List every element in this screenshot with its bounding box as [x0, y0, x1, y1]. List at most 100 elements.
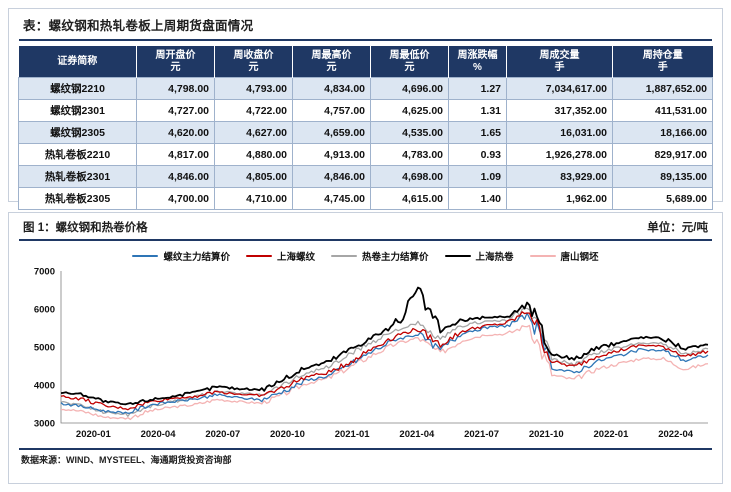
futures-table-panel: 表：螺纹钢和热轧卷板上周期货盘面情况 证券简称 周开盘价 元 周收盘价 元 [8, 8, 723, 234]
cell-open-interest: 1,887,652.00 [612, 77, 713, 100]
cell-low: 4,535.00 [370, 121, 449, 144]
chart-unit-label: 单位：元/吨 [647, 222, 708, 234]
cell-low: 4,615.00 [370, 187, 449, 210]
cell-change: 0.93 [448, 143, 507, 166]
x-axis-tick-label: 2020-07 [205, 429, 240, 440]
cell-security: 螺纹钢2305 [18, 121, 137, 144]
x-axis-tick-label: 2020-04 [141, 429, 177, 440]
column-header-close: 周收盘价 元 [214, 46, 293, 78]
column-header-label: 周最低价 [389, 50, 430, 61]
y-axis-tick-label: 5000 [34, 343, 55, 354]
x-axis-tick-label: 2021-01 [335, 429, 371, 440]
cell-change: 1.65 [448, 121, 507, 144]
cell-low: 4,625.00 [370, 99, 449, 122]
chart-source-note: 数据来源：WIND、MYSTEEL、海通期货投资咨询部 [21, 455, 232, 465]
x-axis-tick-label: 2021-04 [399, 429, 435, 440]
column-header-open-interest: 周持仓量 手 [612, 46, 713, 78]
legend-label: 上海热卷 [475, 252, 514, 263]
price-line-chart: 3000 4000 5000 6000 7000 2020-01 2020-04 2020-0… [34, 267, 709, 440]
cell-volume: 1,926,278.00 [506, 143, 613, 166]
legend-swatch-icon [330, 254, 357, 258]
cell-close: 4,805.00 [214, 165, 293, 188]
chart-title-divider [19, 239, 712, 241]
cell-close: 4,793.00 [214, 77, 293, 100]
table-row: 螺纹钢2301 4,727.00 4,722.00 4,757.00 4,625.00 1… [18, 99, 713, 122]
column-header-unit: 元 [404, 61, 415, 73]
cell-volume: 83,929.00 [506, 165, 613, 188]
column-header-unit: 元 [326, 61, 337, 73]
table-title: 表：螺纹钢和热轧卷板上周期货盘面情况 [23, 19, 254, 33]
cell-open-interest: 5,689.00 [612, 187, 713, 210]
cell-change: 1.40 [448, 187, 507, 210]
legend-label: 唐山钢坯 [560, 252, 599, 263]
table-row: 热轧卷板2305 4,700.00 4,710.00 4,745.00 4,615.00… [18, 187, 713, 210]
y-axis-tick-label: 4000 [34, 381, 55, 392]
cell-high: 4,757.00 [292, 99, 371, 122]
cell-low: 4,698.00 [370, 165, 449, 188]
column-header-label: 证券简称 [57, 55, 98, 67]
x-axis-tick-label: 2022-04 [658, 429, 694, 440]
cell-open: 4,798.00 [136, 77, 215, 100]
cell-open: 4,620.00 [136, 121, 215, 144]
legend-item: 上海螺纹 [245, 249, 315, 263]
column-header-unit: 手 [554, 61, 565, 73]
legend-label: 热卷主力结算价 [361, 252, 429, 263]
cell-change: 1.27 [448, 77, 507, 100]
column-header-label: 周最高价 [311, 50, 352, 61]
chart-series-line [60, 312, 709, 415]
legend-label: 螺纹主力结算价 [163, 252, 230, 263]
y-axis-tick-label: 3000 [34, 419, 55, 430]
column-header-volume: 周成交量 手 [506, 46, 613, 78]
legend-item: 唐山钢坯 [529, 249, 599, 263]
cell-high: 4,846.00 [292, 165, 371, 188]
cell-close: 4,627.00 [214, 121, 293, 144]
column-header-unit: % [473, 61, 482, 73]
legend-item: 螺纹主力结算价 [132, 249, 230, 263]
cell-security: 热轧卷板2210 [18, 143, 137, 166]
chart-source-divider [19, 448, 712, 450]
x-axis-tick-label: 2020-01 [76, 429, 112, 440]
cell-high: 4,659.00 [292, 121, 371, 144]
cell-change: 1.31 [448, 99, 507, 122]
cell-security: 螺纹钢2301 [18, 99, 137, 122]
table-row: 热轧卷板2301 4,846.00 4,805.00 4,846.00 4,698.00… [18, 165, 713, 188]
x-axis-tick-label: 2022-01 [594, 429, 630, 440]
cell-volume: 7,034,617.00 [506, 77, 613, 100]
legend-label: 上海螺纹 [276, 252, 315, 263]
cell-high: 4,745.00 [292, 187, 371, 210]
x-axis-tick-label: 2020-10 [270, 429, 305, 440]
y-axis-tick-label: 7000 [34, 267, 55, 278]
cell-high: 4,913.00 [292, 143, 371, 166]
price-chart-panel: 图 1：螺纹钢和热卷价格 单位：元/吨 螺纹主力结算价 上海螺纹 热卷主力结算价 上海… [8, 212, 723, 484]
table-row: 热轧卷板2210 4,817.00 4,880.00 4,913.00 4,783.00… [18, 143, 713, 166]
cell-open: 4,700.00 [136, 187, 215, 210]
chart-title: 图 1：螺纹钢和热卷价格 [23, 222, 148, 234]
y-axis-tick-label: 6000 [34, 305, 55, 316]
cell-volume: 1,962.00 [506, 187, 613, 210]
cell-close: 4,880.00 [214, 143, 293, 166]
chart-series-line [60, 286, 709, 406]
x-axis-tick-label: 2021-07 [464, 429, 499, 440]
legend-swatch-icon [132, 254, 159, 258]
column-header-label: 周持仓量 [642, 50, 683, 61]
cell-security: 热轧卷板2305 [18, 187, 137, 210]
column-header-security: 证券简称 [18, 46, 137, 78]
cell-volume: 317,352.00 [506, 99, 613, 122]
chart-series-line [60, 307, 709, 417]
cell-open-interest: 411,531.00 [612, 99, 713, 122]
cell-volume: 16,031.00 [506, 121, 613, 144]
table-title-divider [19, 39, 712, 41]
chart-header: 图 1：螺纹钢和热卷价格 单位：元/吨 [9, 213, 722, 239]
column-header-label: 周开盘价 [155, 50, 196, 61]
cell-open: 4,817.00 [136, 143, 215, 166]
column-header-label: 周涨跌幅 [457, 50, 498, 61]
column-header-unit: 元 [248, 61, 259, 73]
legend-swatch-icon [529, 254, 556, 258]
chart-series-line [60, 324, 709, 421]
column-header-unit: 元 [170, 61, 181, 73]
chart-plot-area: 3000 4000 5000 6000 7000 2020-01 2020-04 2020-0… [17, 267, 714, 447]
legend-item: 热卷主力结算价 [330, 249, 429, 263]
table-row: 螺纹钢2305 4,620.00 4,627.00 4,659.00 4,535.00 1… [18, 121, 713, 144]
column-header-open: 周开盘价 元 [136, 46, 215, 78]
cell-close: 4,710.00 [214, 187, 293, 210]
